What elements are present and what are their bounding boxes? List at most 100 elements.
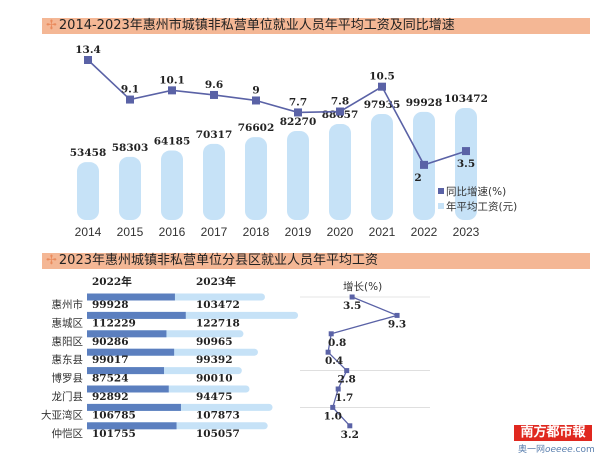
bar-2016 [161,150,183,220]
value-2023: 122718 [196,317,240,329]
value-2022: 87524 [92,373,129,385]
growth-label-2: 1.0 [324,410,342,422]
growth-label: 10.5 [369,71,395,83]
growth-point-2 [328,331,334,337]
value-2023: 90010 [196,373,233,385]
growth-label: 9.1 [121,84,139,96]
bar-2022 [87,348,175,356]
cross-icon: ✢ [46,253,57,268]
bar-value-label: 82270 [280,116,317,128]
region-label: 博罗县 [52,372,84,385]
growth-label: 7.7 [289,96,307,108]
x-tick-label: 2015 [117,225,144,239]
col-header-2023: 2023年 [196,275,236,288]
growth-point-2 [344,368,350,374]
growth-point-2 [335,386,341,392]
logo-site: 奥一网oeeee.com [518,445,595,454]
growth-header: 增长(%) [343,280,382,293]
value-2022: 92892 [92,391,129,403]
cross-icon: ✢ [46,18,57,33]
chart1-title: ✢ 2014-2023年惠州市城镇非私营单位就业人员年平均工资及同比增速 [42,18,590,34]
bar-2023 [455,108,477,220]
growth-point [84,56,92,64]
value-2022: 106785 [92,409,136,421]
chart1-title-text: 2014-2023年惠州市城镇非私营单位就业人员年平均工资及同比增速 [58,18,455,33]
region-label: 大亚湾区 [41,408,83,421]
growth-point-2 [330,404,336,410]
growth-point [462,147,470,156]
growth-label: 10.1 [159,74,185,86]
growth-label: 9 [252,84,259,96]
growth-point [168,86,176,95]
x-tick-label: 2020 [327,225,354,239]
legend-bar-swatch [438,203,444,209]
value-2023: 99392 [196,354,233,366]
bar-2022 [87,403,181,411]
x-tick-label: 2021 [369,225,396,239]
bar-value-label: 58303 [112,142,149,154]
bar-value-label: 64185 [154,136,191,148]
region-label: 惠东县 [52,353,84,366]
region-label: 龙门县 [52,390,84,403]
bar-2022 [87,330,167,338]
growth-point [210,90,218,99]
growth-point-2 [349,294,355,300]
bar-2021 [371,113,393,220]
growth-point [252,96,260,105]
bar-value-label: 99928 [406,97,443,109]
x-tick-label: 2016 [159,225,186,239]
bar-2022 [87,422,177,430]
bar-value-label: 53458 [70,147,107,159]
legend-bar-label: 年平均工资(元) [446,200,517,213]
x-tick-label: 2018 [243,225,270,239]
region-label: 惠州市 [52,298,84,311]
growth-line-2 [327,296,400,427]
value-2022: 99017 [92,354,129,366]
bar-2022 [87,293,175,301]
bar-2015 [119,156,141,220]
growth-label: 2 [414,172,421,184]
bar-2019 [287,130,309,220]
growth-point-2 [325,349,331,355]
growth-label: 7.8 [331,96,349,108]
growth-point [336,107,344,116]
growth-label: 3.5 [457,158,475,170]
growth-label-2: 1.7 [335,392,353,404]
x-tick-label: 2014 [75,225,102,239]
value-2022: 90286 [92,336,129,348]
bar-value-label: 76602 [238,122,275,134]
x-tick-label: 2019 [285,225,312,239]
bar-value-label: 97935 [364,99,401,111]
legend-line-swatch [438,188,444,194]
x-tick-label: 2022 [411,225,438,239]
region-label: 惠城区 [52,316,84,329]
growth-label: 13.4 [75,44,101,56]
value-2023: 107873 [196,409,240,421]
bar-2022 [87,367,165,375]
value-2023: 90965 [196,336,233,348]
growth-line [87,59,467,166]
col-header-2022: 2022年 [92,275,132,288]
x-tick-label: 2017 [201,225,228,239]
growth-point [378,82,386,91]
x-tick-label: 2023 [453,225,480,239]
bar-2017 [203,143,225,220]
growth-label-2: 3.2 [341,429,359,441]
value-2023: 94475 [196,391,233,403]
value-2023: 105057 [196,428,240,440]
bar-2018 [245,137,267,220]
bar-2022 [87,385,169,393]
value-2022: 112229 [92,317,136,329]
growth-point [294,108,302,117]
growth-point [420,160,428,169]
region-label: 惠阳区 [52,335,84,348]
growth-label-2: 0.4 [325,355,343,367]
value-2023: 103472 [196,299,240,311]
legend-line-label: 同比增速(%) [446,185,506,198]
growth-label-2: 9.3 [388,318,406,330]
bar-2014 [77,162,99,220]
growth-label-2: 0.8 [328,337,346,349]
logo: 南方都市報 [514,425,592,441]
